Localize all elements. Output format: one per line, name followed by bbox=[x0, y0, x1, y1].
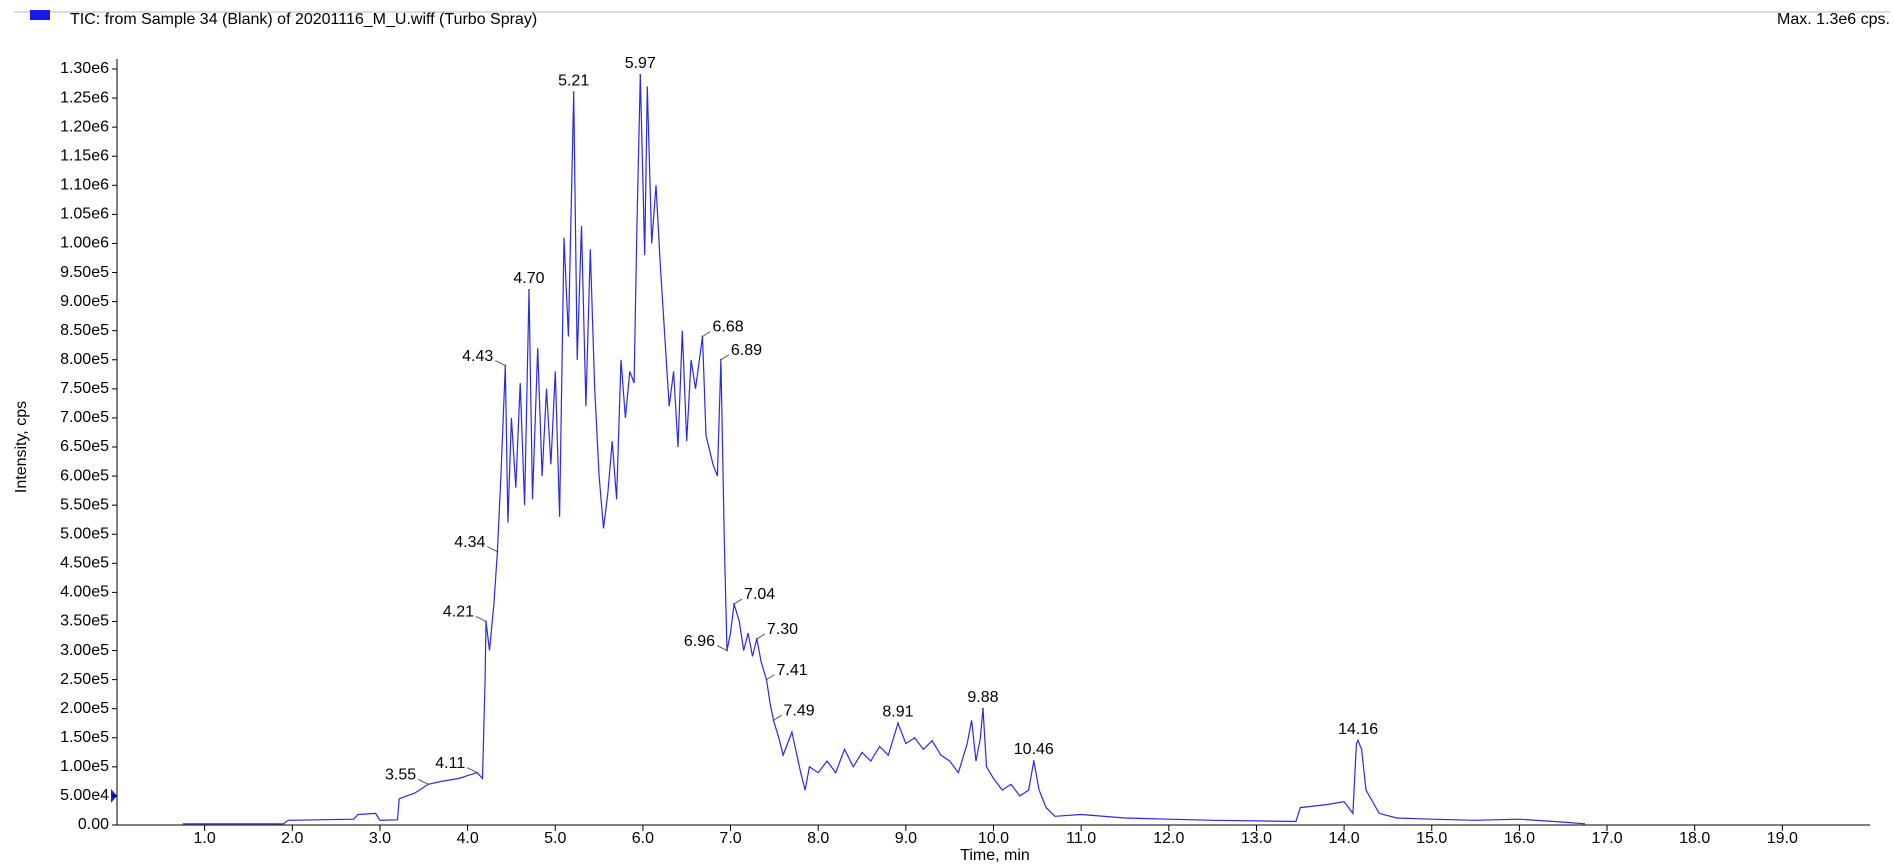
max-label: Max. 1.3e6 cps. bbox=[1777, 11, 1890, 28]
peak-label: 10.46 bbox=[1014, 741, 1054, 758]
peak-point bbox=[1032, 760, 1035, 763]
y-axis-title: Intensity, cps bbox=[13, 401, 30, 493]
peak-label: 8.91 bbox=[882, 703, 913, 720]
y-tick-label: 9.50e5 bbox=[60, 264, 109, 281]
y-tick-label: 6.50e5 bbox=[60, 438, 109, 455]
legend-label: TIC: from Sample 34 (Blank) of 20201116_… bbox=[70, 11, 537, 28]
y-tick-label: 1.30e6 bbox=[60, 60, 109, 77]
x-tick-label: 7.0 bbox=[719, 830, 741, 847]
x-tick-label: 13.0 bbox=[1241, 830, 1272, 847]
y-tick-label: 1.00e5 bbox=[60, 758, 109, 775]
y-tick-label: 5.50e5 bbox=[60, 496, 109, 513]
x-tick-label: 19.0 bbox=[1767, 830, 1798, 847]
peak-leader bbox=[720, 354, 730, 361]
peak-leader bbox=[467, 767, 478, 774]
x-tick-label: 1.0 bbox=[194, 830, 216, 847]
y-tick-label: 4.00e5 bbox=[60, 584, 109, 601]
y-tick-label: 1.10e6 bbox=[60, 177, 109, 194]
x-tick-label: 8.0 bbox=[807, 830, 829, 847]
peak-point bbox=[527, 288, 530, 291]
y-tick-label: 8.00e5 bbox=[60, 351, 109, 368]
x-axis-title: Time, min bbox=[960, 847, 1030, 864]
peak-label: 7.49 bbox=[783, 703, 814, 720]
y-tick-label: 8.50e5 bbox=[60, 322, 109, 339]
peak-label: 7.41 bbox=[776, 662, 807, 679]
y-tick-label: 5.00e4 bbox=[60, 787, 109, 804]
peak-label: 5.21 bbox=[558, 72, 589, 89]
peak-label: 6.96 bbox=[684, 633, 715, 650]
peak-point bbox=[572, 91, 575, 94]
x-tick-label: 3.0 bbox=[369, 830, 391, 847]
x-tick-label: 6.0 bbox=[632, 830, 654, 847]
peak-leader bbox=[475, 616, 487, 622]
peak-point bbox=[981, 707, 984, 710]
x-tick-label: 10.0 bbox=[978, 830, 1009, 847]
peak-leader bbox=[487, 546, 498, 553]
peak-label: 4.70 bbox=[513, 270, 544, 287]
peak-label: 4.21 bbox=[443, 604, 474, 621]
peak-leader bbox=[716, 645, 728, 651]
x-tick-label: 12.0 bbox=[1153, 830, 1184, 847]
y-tick-label: 1.25e6 bbox=[60, 89, 109, 106]
peak-label: 6.89 bbox=[731, 342, 762, 359]
peak-leader bbox=[702, 331, 711, 337]
y-tick-label: 2.00e5 bbox=[60, 700, 109, 717]
y-tick-label: 0.00 bbox=[78, 816, 109, 833]
x-tick-label: 18.0 bbox=[1679, 830, 1710, 847]
peak-leader bbox=[766, 674, 775, 681]
peak-point bbox=[1357, 739, 1360, 742]
peak-leader bbox=[773, 714, 782, 721]
peak-label: 7.30 bbox=[767, 621, 798, 638]
x-tick-label: 15.0 bbox=[1416, 830, 1447, 847]
peak-label: 3.55 bbox=[385, 767, 416, 784]
x-tick-label: 4.0 bbox=[456, 830, 478, 847]
x-tick-label: 16.0 bbox=[1504, 830, 1535, 847]
peak-leader bbox=[756, 633, 766, 640]
x-tick-label: 17.0 bbox=[1591, 830, 1622, 847]
peak-label: 4.11 bbox=[435, 755, 465, 772]
peak-point bbox=[896, 722, 899, 725]
peak-label: 6.68 bbox=[713, 319, 744, 336]
x-tick-label: 9.0 bbox=[895, 830, 917, 847]
y-tick-label: 4.50e5 bbox=[60, 555, 109, 572]
y-tick-label: 2.50e5 bbox=[60, 671, 109, 688]
peak-label: 9.88 bbox=[967, 689, 998, 706]
x-tick-label: 14.0 bbox=[1329, 830, 1360, 847]
peak-point bbox=[639, 73, 642, 76]
legend-swatch bbox=[30, 10, 50, 20]
y-tick-label: 1.15e6 bbox=[60, 147, 109, 164]
y-tick-label: 1.20e6 bbox=[60, 118, 109, 135]
y-tick-label: 6.00e5 bbox=[60, 467, 109, 484]
y-tick-label: 5.00e5 bbox=[60, 525, 109, 542]
peak-label: 4.34 bbox=[454, 534, 485, 551]
y-tick-label: 7.50e5 bbox=[60, 380, 109, 397]
peak-leader bbox=[417, 778, 429, 785]
y-tick-label: 9.00e5 bbox=[60, 293, 109, 310]
x-tick-label: 2.0 bbox=[281, 830, 303, 847]
x-tick-label: 5.0 bbox=[544, 830, 566, 847]
y-tick-label: 3.50e5 bbox=[60, 613, 109, 630]
y-tick-label: 7.00e5 bbox=[60, 409, 109, 426]
y-tick-label: 1.50e5 bbox=[60, 729, 109, 746]
peak-label: 5.97 bbox=[625, 55, 656, 72]
peak-leader bbox=[495, 360, 506, 367]
x-tick-label: 11.0 bbox=[1066, 830, 1096, 847]
peak-label: 4.43 bbox=[462, 348, 493, 365]
y-tick-label: 3.00e5 bbox=[60, 642, 109, 659]
peak-label: 14.16 bbox=[1338, 721, 1378, 738]
peak-label: 7.04 bbox=[744, 586, 775, 603]
y-tick-label: 1.00e6 bbox=[60, 235, 109, 252]
y-tick-label: 1.05e6 bbox=[60, 206, 109, 223]
peak-leader bbox=[733, 598, 743, 605]
